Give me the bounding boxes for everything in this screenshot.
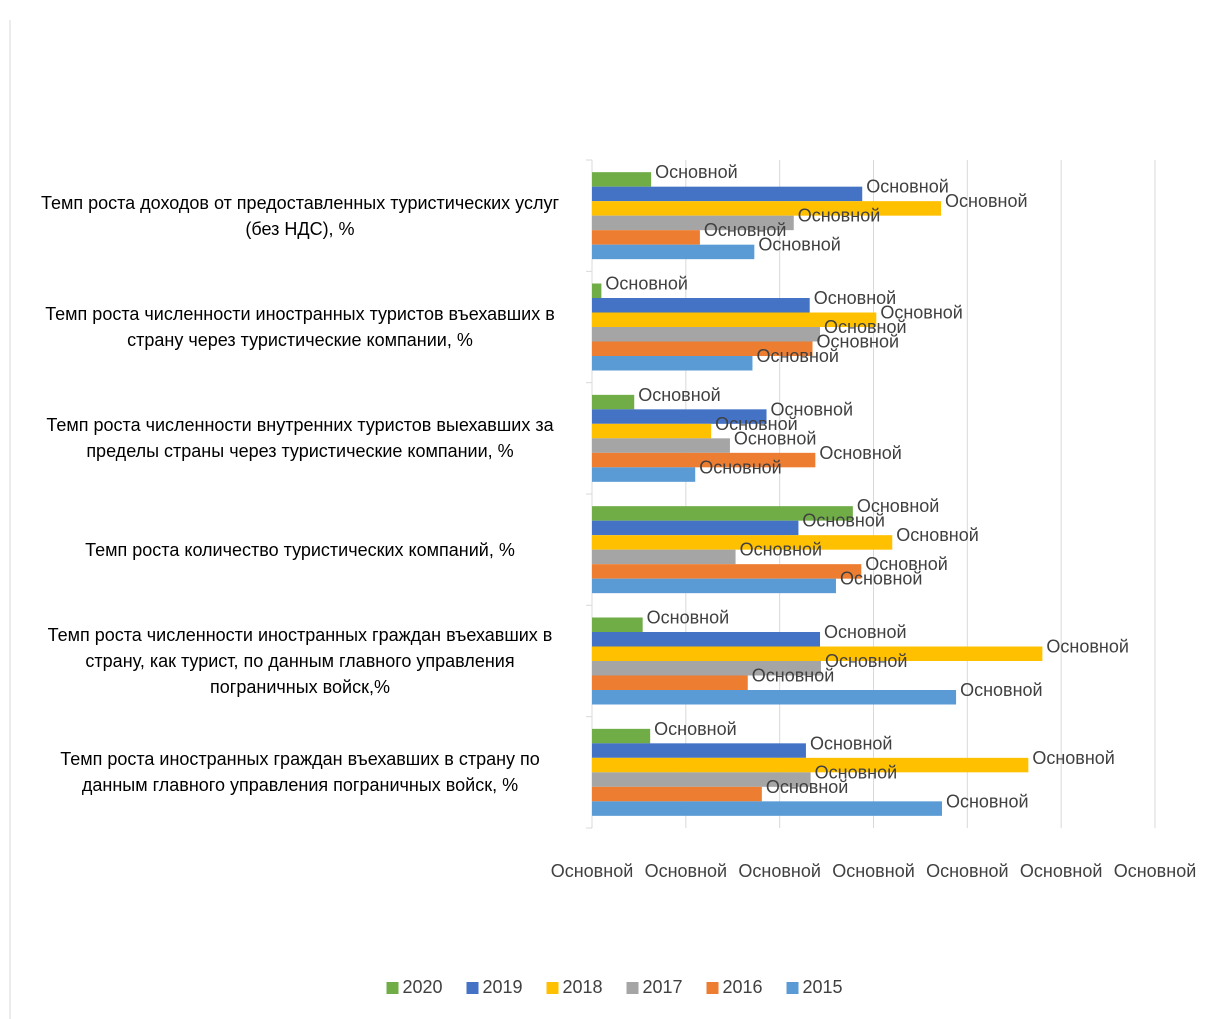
data-label: Основной	[865, 554, 948, 574]
bar	[592, 743, 806, 758]
data-label: Основной	[766, 777, 849, 797]
data-label: Основной	[825, 651, 908, 671]
bar	[592, 452, 816, 468]
bar	[592, 786, 762, 802]
data-label: Основной	[824, 622, 907, 642]
data-label: Основной	[798, 206, 881, 226]
category-label: Темп роста численности внутренних турист…	[46, 415, 554, 462]
data-label: Основной	[819, 443, 902, 463]
category-label: Темп роста доходов от предоставленных ту…	[40, 192, 560, 239]
bar	[592, 535, 893, 550]
data-label: Основной	[715, 414, 798, 434]
bar	[592, 298, 810, 313]
x-tick-label: Основной	[645, 861, 728, 881]
bar	[592, 675, 748, 690]
bar	[592, 186, 863, 202]
data-label: Основной	[771, 399, 854, 419]
data-label: Основной	[840, 569, 923, 589]
bar	[592, 632, 821, 647]
bar	[592, 409, 767, 424]
data-label: Основной	[758, 235, 841, 255]
x-tick-label: Основной	[1114, 861, 1197, 881]
data-label: Основной	[605, 274, 688, 294]
data-label: Основной	[815, 762, 898, 782]
data-label: Основной	[1032, 748, 1115, 768]
data-label: Основной	[896, 525, 979, 545]
bar	[592, 506, 853, 521]
data-label: Основной	[752, 666, 835, 686]
data-label: Основной	[704, 220, 787, 240]
legend-swatch	[386, 982, 399, 994]
data-label: Основной	[866, 177, 949, 197]
category-label: Темп роста численности иностранных гражд…	[47, 625, 553, 697]
legend-swatch	[786, 982, 799, 994]
legend-label: 2017	[643, 977, 683, 997]
data-label: Основной	[814, 288, 897, 308]
legend-swatch	[546, 982, 559, 994]
bar	[592, 283, 602, 298]
bar	[592, 172, 652, 187]
bar	[592, 356, 753, 371]
data-label: Основной	[740, 540, 823, 560]
data-label: Основной	[655, 162, 738, 182]
bar	[592, 578, 836, 594]
data-label: Основной	[817, 332, 900, 352]
data-label: Основной	[810, 733, 893, 753]
bar	[592, 690, 957, 705]
bar	[592, 341, 813, 356]
legend-swatch	[466, 982, 479, 994]
bar	[592, 757, 1029, 773]
legend-label: 2018	[563, 977, 603, 997]
bar	[592, 617, 643, 632]
bar	[592, 728, 651, 744]
data-label: Основной	[945, 191, 1028, 211]
legend-label: 2019	[483, 977, 523, 997]
data-label: Основной	[857, 496, 940, 516]
data-label: Основной	[647, 608, 730, 628]
data-label: Основной	[638, 385, 721, 405]
x-tick-label: Основной	[832, 861, 915, 881]
data-label: Основной	[756, 346, 839, 366]
bar	[592, 244, 755, 260]
data-label: Основной	[654, 719, 737, 739]
data-label: Основной	[699, 457, 782, 477]
category-label: Темп роста иностранных граждан въехавших…	[60, 749, 540, 796]
bar	[592, 438, 730, 453]
bar	[592, 312, 877, 327]
data-label: Основной	[1046, 637, 1129, 657]
bar	[592, 549, 736, 565]
bar	[592, 801, 942, 816]
data-label: Основной	[802, 511, 885, 531]
bar	[592, 394, 635, 410]
data-label: Основной	[824, 317, 907, 337]
bar	[592, 772, 811, 787]
bar	[592, 230, 700, 245]
legend-swatch	[706, 982, 719, 994]
legend-label: 2016	[723, 977, 763, 997]
data-label: Основной	[880, 303, 963, 323]
bar	[592, 661, 821, 676]
x-tick-label: Основной	[738, 861, 821, 881]
bar	[592, 215, 794, 231]
bar	[592, 467, 696, 482]
data-label: Основной	[946, 791, 1029, 811]
bar	[592, 423, 712, 439]
x-tick-label: Основной	[926, 861, 1009, 881]
category-label: Темп роста количество туристических комп…	[85, 539, 515, 560]
data-label: Основной	[960, 680, 1043, 700]
legend-label: 2020	[403, 977, 443, 997]
bar	[592, 327, 821, 342]
x-tick-label: Основной	[551, 861, 634, 881]
x-tick-label: Основной	[1020, 861, 1103, 881]
legend-swatch	[626, 982, 639, 994]
bar	[592, 564, 862, 579]
bar	[592, 520, 799, 536]
bar	[592, 646, 1043, 661]
category-label: Темп роста численности иностранных турис…	[45, 304, 555, 350]
legend-label: 2015	[803, 977, 843, 997]
data-label: Основной	[734, 428, 817, 448]
bar	[592, 201, 942, 216]
